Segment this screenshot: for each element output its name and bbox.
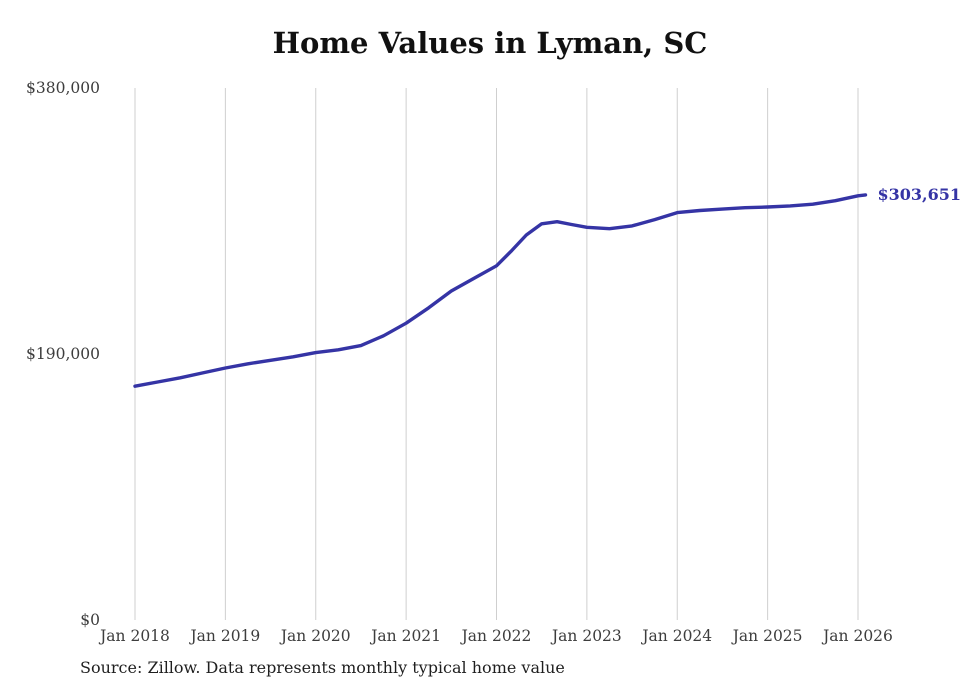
end-value-label: $303,651 xyxy=(878,185,962,204)
x-tick-label: Jan 2020 xyxy=(279,627,351,645)
value-line xyxy=(133,193,868,388)
x-tick-label: Jan 2018 xyxy=(98,627,170,645)
y-tick-label: $0 xyxy=(80,611,100,629)
x-tick-label: Jan 2023 xyxy=(550,627,622,645)
x-tick-label: Jan 2021 xyxy=(369,627,441,645)
chart-title: Home Values in Lyman, SC xyxy=(272,26,708,60)
x-tick-label: Jan 2019 xyxy=(188,627,260,645)
x-tick-label: Jan 2022 xyxy=(460,627,532,645)
y-tick-label: $190,000 xyxy=(26,345,100,363)
x-tick-label: Jan 2024 xyxy=(640,627,712,645)
y-tick-label: $380,000 xyxy=(26,79,100,97)
x-tick-label: Jan 2025 xyxy=(731,627,803,645)
source-note: Source: Zillow. Data represents monthly … xyxy=(80,658,565,677)
x-tick-label: Jan 2026 xyxy=(821,627,893,645)
